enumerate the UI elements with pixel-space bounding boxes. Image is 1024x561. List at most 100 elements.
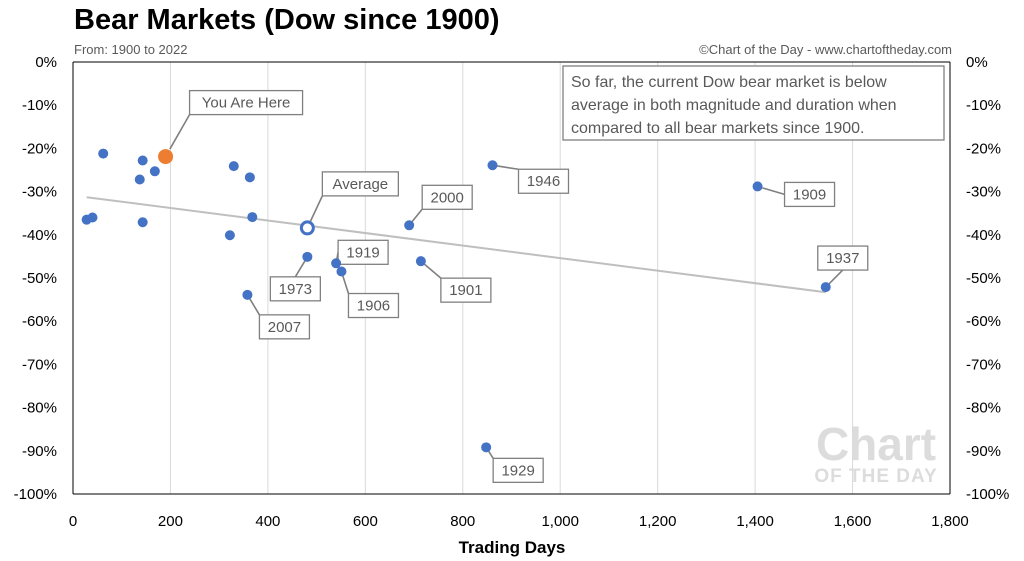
data-point [149, 166, 160, 177]
y-tick-label-left: -70% [22, 356, 57, 373]
y-tick-label-right: -70% [966, 356, 1001, 373]
watermark-main: Chart [816, 418, 936, 470]
callout-2000-box [421, 184, 473, 210]
chart-credit: ©Chart of the Day - www.chartoftheday.co… [699, 42, 952, 57]
callout-average-leader [309, 195, 324, 223]
x-tick-label: 600 [353, 513, 378, 530]
y-tick-label-left: -40% [22, 227, 57, 244]
y-tick-label-right: -60% [966, 313, 1001, 330]
data-point [302, 251, 313, 262]
data-point [242, 289, 253, 300]
x-tick-label: 0 [69, 513, 77, 530]
y-tick-label-left: -20% [22, 140, 57, 157]
callout-1919-box [337, 239, 389, 265]
data-point [752, 181, 763, 192]
callout-1946-text: 1946 [527, 173, 560, 190]
data-point [247, 212, 258, 223]
x-tick-label: 1,200 [639, 513, 677, 530]
callout-2000-text: 2000 [430, 189, 463, 206]
data-point [404, 220, 415, 231]
callout-1901-leader [423, 263, 442, 279]
data-point [244, 172, 255, 183]
callout-1919-text: 1919 [346, 244, 379, 261]
callout-1906-leader [341, 275, 350, 294]
callout-layer: 1973 1919 1906 2000 1901 1929 1946 1909 1937 2007… [169, 89, 869, 483]
x-tick-label: 1,400 [736, 513, 774, 530]
y-tick-label-right: -30% [966, 184, 1001, 201]
point-layer [81, 148, 831, 453]
data-point [137, 217, 148, 228]
y-tick-label-left: -50% [22, 270, 57, 287]
callout-2007-text: 2007 [268, 319, 301, 336]
callout-1937-box [817, 245, 869, 271]
y-tick-label-left: -100% [14, 486, 57, 503]
data-point [415, 256, 426, 267]
callout-2000-leader [410, 208, 423, 223]
callout-1909-box [783, 181, 836, 208]
callout-1946-box [517, 168, 570, 194]
x-tick-label: 1,600 [834, 513, 872, 530]
callout-you-are-here-leader [169, 114, 191, 150]
annotation-line-1: So far, the current Dow bear market is b… [571, 74, 887, 91]
callout-you-are-here-box [188, 89, 304, 116]
y-tick-label-right: -90% [966, 443, 1001, 460]
callout-1973-text: 1973 [279, 281, 312, 298]
callout-1937-leader [828, 269, 844, 285]
callout-1909-text: 1909 [793, 186, 826, 203]
callout-1906-text: 1906 [357, 298, 390, 315]
callout-2007-leader [248, 298, 261, 316]
callout-1906-box [347, 292, 400, 319]
watermark-sub: OF THE DAY [814, 466, 937, 487]
y-tick-label-right: -20% [966, 140, 1001, 157]
callout-you-are-here-text: You Are Here [202, 95, 291, 112]
callout-2007-box [258, 314, 311, 340]
callout-1973-box [269, 276, 322, 302]
current-point [158, 149, 174, 165]
x-tick-label: 200 [158, 513, 183, 530]
chart-subtitle: From: 1900 to 2022 [74, 42, 188, 57]
data-point [228, 161, 239, 172]
y-tick-label-left: -90% [22, 443, 57, 460]
trend-layer [86, 196, 826, 294]
x-tick-label: 400 [255, 513, 280, 530]
callout-1901-box [440, 277, 492, 303]
callout-1973-leader [294, 260, 306, 278]
y-tick-label-right: 0% [966, 54, 988, 71]
data-point [87, 212, 98, 223]
callout-1929-text: 1929 [501, 462, 534, 479]
y-tick-label-left: -60% [22, 313, 57, 330]
y-tick-label-left: 0% [35, 54, 57, 71]
data-point [481, 442, 492, 453]
callout-1937-text: 1937 [826, 250, 859, 267]
y-tick-label-left: -80% [22, 400, 57, 417]
callout-1946-leader [497, 165, 519, 171]
y-tick-label-right: -10% [966, 97, 1001, 114]
callout-1901-text: 1901 [449, 282, 482, 299]
data-point [820, 282, 831, 293]
callout-1929-box [492, 457, 544, 483]
annotation-line-3: compared to all bear markets since 1900. [571, 120, 864, 137]
y-tick-label-right: -50% [966, 270, 1001, 287]
x-tick-label: 1,000 [541, 513, 579, 530]
data-point [137, 155, 148, 166]
callout-average-text: Average [333, 176, 389, 193]
y-tick-label-right: -100% [966, 486, 1009, 503]
data-point [336, 266, 347, 277]
y-tick-label-right: -80% [966, 400, 1001, 417]
y-tick-label-right: -40% [966, 227, 1001, 244]
callout-1909-leader [762, 187, 785, 196]
x-tick-label: 1,800 [931, 513, 969, 530]
annotation-box: So far, the current Dow bear market is b… [562, 65, 945, 141]
trendline [86, 196, 826, 294]
axis-layer: 0 200 400 600 800 1,000 1,200 1,400 1,600 1,800 0%… [14, 54, 1010, 530]
data-point [98, 148, 109, 159]
y-tick-label-left: -30% [22, 184, 57, 201]
callout-average-box [321, 171, 400, 197]
watermark: Chart OF THE DAY [814, 418, 937, 487]
annotation-border [562, 65, 945, 141]
chart-title: Bear Markets (Dow since 1900) [74, 4, 500, 36]
data-point [134, 174, 145, 185]
y-tick-label-left: -10% [22, 97, 57, 114]
annotation-line-2: average in both magnitude and duration w… [571, 97, 897, 114]
